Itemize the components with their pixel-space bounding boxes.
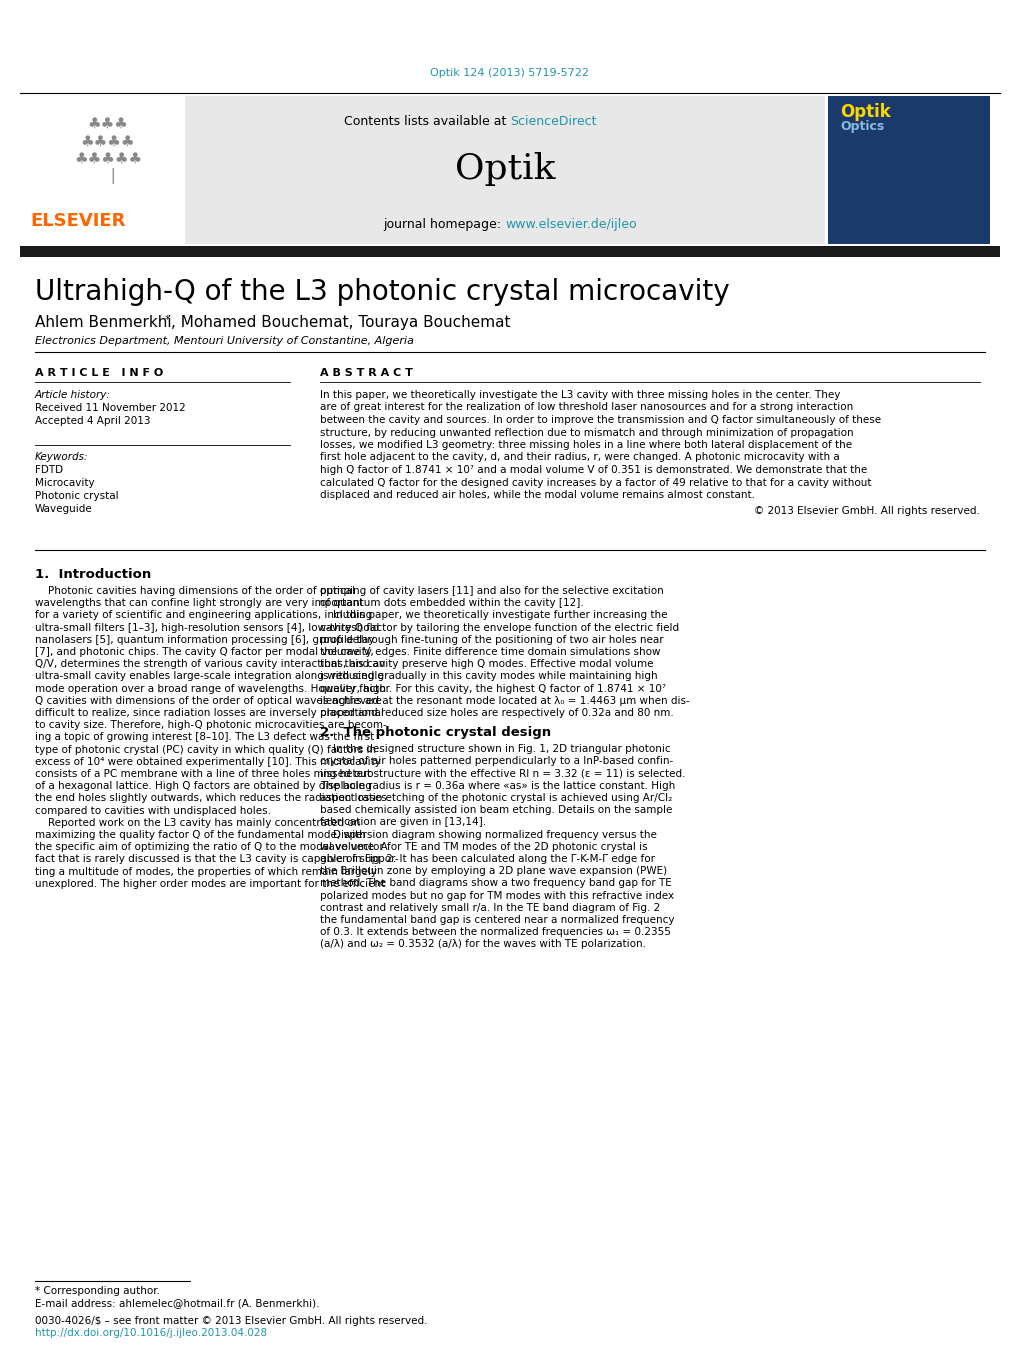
Text: profile through fine-tuning of the positioning of two air holes near: profile through fine-tuning of the posit… — [320, 635, 663, 644]
Text: is reduced gradually in this cavity modes while maintaining high: is reduced gradually in this cavity mode… — [320, 671, 657, 681]
Text: between the cavity and sources. In order to improve the transmission and Q facto: between the cavity and sources. In order… — [320, 415, 880, 426]
Text: mode operation over a broad range of wavelengths. However, high: mode operation over a broad range of wav… — [35, 684, 385, 693]
Text: calculated Q factor for the designed cavity increases by a factor of 49 relative: calculated Q factor for the designed cav… — [320, 477, 870, 488]
Text: ELSEVIER: ELSEVIER — [30, 212, 125, 230]
Text: ultra-small cavity enables large-scale integration along with single: ultra-small cavity enables large-scale i… — [35, 671, 383, 681]
Text: fabrication are given in [13,14].: fabrication are given in [13,14]. — [320, 817, 486, 827]
Text: are of great interest for the realization of low threshold laser nanosources and: are of great interest for the realizatio… — [320, 403, 853, 412]
Text: Waveguide: Waveguide — [35, 504, 93, 513]
Text: aspect ratio etching of the photonic crystal is achieved using Ar/Cl₂: aspect ratio etching of the photonic cry… — [320, 793, 672, 802]
Text: , Mohamed Bouchemat, Touraya Bouchemat: , Mohamed Bouchemat, Touraya Bouchemat — [171, 315, 509, 330]
Text: structure, by reducing unwanted reflection due to mismatch and through minimizat: structure, by reducing unwanted reflecti… — [320, 427, 853, 438]
Text: The hole radius is r = 0.36a where «as» is the lattice constant. High: The hole radius is r = 0.36a where «as» … — [320, 781, 675, 790]
Text: the fundamental band gap is centered near a normalized frequency: the fundamental band gap is centered nea… — [320, 915, 674, 925]
Bar — [184, 96, 824, 245]
Text: method. The band diagrams show a two frequency band gap for TE: method. The band diagrams show a two fre… — [320, 878, 672, 889]
Text: A B S T R A C T: A B S T R A C T — [320, 367, 413, 378]
Text: 0030-4026/$ – see front matter © 2013 Elsevier GmbH. All rights reserved.: 0030-4026/$ – see front matter © 2013 El… — [35, 1316, 427, 1325]
Text: FDTD: FDTD — [35, 465, 63, 476]
Text: ♣♣♣
♣♣♣♣
♣♣♣♣♣
  |: ♣♣♣ ♣♣♣♣ ♣♣♣♣♣ | — [73, 116, 142, 184]
Text: Reported work on the L3 cavity has mainly concentrated on: Reported work on the L3 cavity has mainl… — [35, 817, 360, 828]
Text: fact that is rarely discussed is that the L3 cavity is capable of suppor-: fact that is rarely discussed is that th… — [35, 854, 398, 865]
Text: (a/λ) and ω₂ = 0.3532 (a/λ) for the waves with TE polarization.: (a/λ) and ω₂ = 0.3532 (a/λ) for the wave… — [320, 939, 645, 950]
Text: In the designed structure shown in Fig. 1, 2D triangular photonic: In the designed structure shown in Fig. … — [320, 744, 669, 754]
Text: Article history:: Article history: — [35, 390, 111, 400]
Text: the specific aim of optimizing the ratio of Q to the modal volume. A: the specific aim of optimizing the ratio… — [35, 842, 387, 852]
Text: the cavity edges. Finite difference time domain simulations show: the cavity edges. Finite difference time… — [320, 647, 660, 657]
Text: E-mail address: ahlemelec@hotmail.fr (A. Benmerkhi).: E-mail address: ahlemelec@hotmail.fr (A.… — [35, 1298, 319, 1308]
Text: Optik 124 (2013) 5719-5722: Optik 124 (2013) 5719-5722 — [430, 68, 589, 78]
Text: journal homepage:: journal homepage: — [382, 218, 504, 231]
Text: given in Fig. 2. It has been calculated along the Γ-K-M-Γ edge for: given in Fig. 2. It has been calculated … — [320, 854, 654, 865]
Text: ing heterostructure with the effective RI n = 3.32 (ε = 11) is selected.: ing heterostructure with the effective R… — [320, 769, 685, 778]
Text: Optics: Optics — [840, 120, 883, 132]
Text: © 2013 Elsevier GmbH. All rights reserved.: © 2013 Elsevier GmbH. All rights reserve… — [753, 507, 979, 516]
Text: crystal of air holes patterned perpendicularly to a InP-based confin-: crystal of air holes patterned perpendic… — [320, 757, 673, 766]
Text: that this cavity preserve high Q modes. Effective modal volume: that this cavity preserve high Q modes. … — [320, 659, 653, 669]
Text: Photonic cavities having dimensions of the order of optical: Photonic cavities having dimensions of t… — [35, 586, 355, 596]
Text: pumping of cavity lasers [11] and also for the selective excitation: pumping of cavity lasers [11] and also f… — [320, 586, 663, 596]
Text: wave vector for TE and TM modes of the 2D photonic crystal is: wave vector for TE and TM modes of the 2… — [320, 842, 647, 851]
Text: wavelengths that can confine light strongly are very important: wavelengths that can confine light stron… — [35, 598, 363, 608]
Text: [7], and photonic chips. The cavity Q factor per modal volume V,: [7], and photonic chips. The cavity Q fa… — [35, 647, 373, 657]
Text: unexplored. The higher order modes are important for the efficient: unexplored. The higher order modes are i… — [35, 878, 385, 889]
Text: ing a topic of growing interest [8–10]. The L3 defect was the first: ing a topic of growing interest [8–10]. … — [35, 732, 374, 743]
Text: Accepted 4 April 2013: Accepted 4 April 2013 — [35, 416, 151, 426]
Text: losses, we modified L3 geometry: three missing holes in a line where both latera: losses, we modified L3 geometry: three m… — [320, 440, 851, 450]
Text: for a variety of scientific and engineering applications, including: for a variety of scientific and engineer… — [35, 611, 372, 620]
Text: http://dx.doi.org/10.1016/j.ijleo.2013.04.028: http://dx.doi.org/10.1016/j.ijleo.2013.0… — [35, 1328, 267, 1337]
Text: Optik: Optik — [454, 153, 554, 186]
Bar — [20, 246, 999, 257]
Text: ultra-small filters [1–3], high-resolution sensors [4], low-threshold: ultra-small filters [1–3], high-resoluti… — [35, 623, 379, 632]
Text: www.elsevier.de/ijleo: www.elsevier.de/ijleo — [504, 218, 636, 231]
Text: based chemically assisted ion beam etching. Details on the sample: based chemically assisted ion beam etchi… — [320, 805, 672, 815]
Text: of a hexagonal lattice. High Q factors are obtained by displacing: of a hexagonal lattice. High Q factors a… — [35, 781, 372, 792]
Text: Ahlem Benmerkhi: Ahlem Benmerkhi — [35, 315, 171, 330]
Text: of quantum dots embedded within the cavity [12].: of quantum dots embedded within the cavi… — [320, 598, 583, 608]
Text: ScienceDirect: ScienceDirect — [510, 115, 596, 128]
Text: Received 11 November 2012: Received 11 November 2012 — [35, 403, 185, 413]
Text: In this paper, we theoretically investigate the L3 cavity with three missing hol: In this paper, we theoretically investig… — [320, 390, 840, 400]
Text: Ultrahigh-Q of the L3 photonic crystal microcavity: Ultrahigh-Q of the L3 photonic crystal m… — [35, 278, 729, 305]
Text: Keywords:: Keywords: — [35, 453, 89, 462]
Text: A R T I C L E   I N F O: A R T I C L E I N F O — [35, 367, 163, 378]
Text: Electronics Department, Mentouri University of Constantine, Algeria: Electronics Department, Mentouri Univers… — [35, 336, 414, 346]
Text: contrast and relatively small r/a. In the TE band diagram of Fig. 2: contrast and relatively small r/a. In th… — [320, 902, 659, 913]
Text: 1.  Introduction: 1. Introduction — [35, 567, 151, 581]
Text: nanolasers [5], quantum information processing [6], group delay: nanolasers [5], quantum information proc… — [35, 635, 374, 644]
Text: In this paper, we theoretically investigate further increasing the: In this paper, we theoretically investig… — [320, 611, 666, 620]
Text: high Q factor of 1.8741 × 10⁷ and a modal volume V of 0.351 is demonstrated. We : high Q factor of 1.8741 × 10⁷ and a moda… — [320, 465, 866, 476]
Text: difficult to realize, since radiation losses are inversely proportional: difficult to realize, since radiation lo… — [35, 708, 383, 717]
Text: excess of 10⁴ were obtained experimentally [10]. This microcavity: excess of 10⁴ were obtained experimental… — [35, 757, 380, 767]
Text: compared to cavities with undisplaced holes.: compared to cavities with undisplaced ho… — [35, 805, 271, 816]
Bar — [30, 96, 181, 205]
Text: Dispersion diagram showing normalized frequency versus the: Dispersion diagram showing normalized fr… — [320, 830, 656, 839]
Text: polarized modes but no gap for TM modes with this refractive index: polarized modes but no gap for TM modes … — [320, 890, 674, 901]
Text: of 0.3. It extends between the normalized frequencies ω₁ = 0.2355: of 0.3. It extends between the normalize… — [320, 927, 671, 938]
Text: placed and reduced size holes are respectively of 0.32a and 80 nm.: placed and reduced size holes are respec… — [320, 708, 674, 717]
Bar — [827, 96, 989, 245]
Text: the end holes slightly outwards, which reduces the radiation losses: the end holes slightly outwards, which r… — [35, 793, 386, 804]
Text: is achieved at the resonant mode located at λ₀ = 1.4463 μm when dis-: is achieved at the resonant mode located… — [320, 696, 689, 705]
Text: cavity Q factor by tailoring the envelope function of the electric field: cavity Q factor by tailoring the envelop… — [320, 623, 679, 632]
Text: the Brillouin zone by employing a 2D plane wave expansion (PWE): the Brillouin zone by employing a 2D pla… — [320, 866, 666, 877]
Text: consists of a PC membrane with a line of three holes missed out: consists of a PC membrane with a line of… — [35, 769, 371, 780]
Text: maximizing the quality factor Q of the fundamental mode, with: maximizing the quality factor Q of the f… — [35, 830, 366, 840]
Text: type of photonic crystal (PC) cavity in which quality (Q) factors in: type of photonic crystal (PC) cavity in … — [35, 744, 376, 755]
Text: Q/V, determines the strength of various cavity interactions, and an: Q/V, determines the strength of various … — [35, 659, 385, 669]
Text: Contents lists available at: Contents lists available at — [343, 115, 510, 128]
Text: Q cavities with dimensions of the order of optical wavelengths are: Q cavities with dimensions of the order … — [35, 696, 381, 705]
Text: Photonic crystal: Photonic crystal — [35, 490, 118, 501]
Text: Microcavity: Microcavity — [35, 478, 95, 488]
Text: 2.  The photonic crystal design: 2. The photonic crystal design — [320, 727, 550, 739]
Text: to cavity size. Therefore, high-Q photonic microcavities are becom-: to cavity size. Therefore, high-Q photon… — [35, 720, 386, 730]
Text: displaced and reduced air holes, while the modal volume remains almost constant.: displaced and reduced air holes, while t… — [320, 490, 754, 500]
Text: Optik: Optik — [840, 103, 890, 122]
Text: quality factor. For this cavity, the highest Q factor of 1.8741 × 10⁷: quality factor. For this cavity, the hig… — [320, 684, 665, 693]
Text: first hole adjacent to the cavity, d, and their radius, r, were changed. A photo: first hole adjacent to the cavity, d, an… — [320, 453, 839, 462]
Text: *: * — [165, 315, 170, 326]
Text: ting a multitude of modes, the properties of which remain largely: ting a multitude of modes, the propertie… — [35, 866, 377, 877]
Text: * Corresponding author.: * Corresponding author. — [35, 1286, 160, 1296]
